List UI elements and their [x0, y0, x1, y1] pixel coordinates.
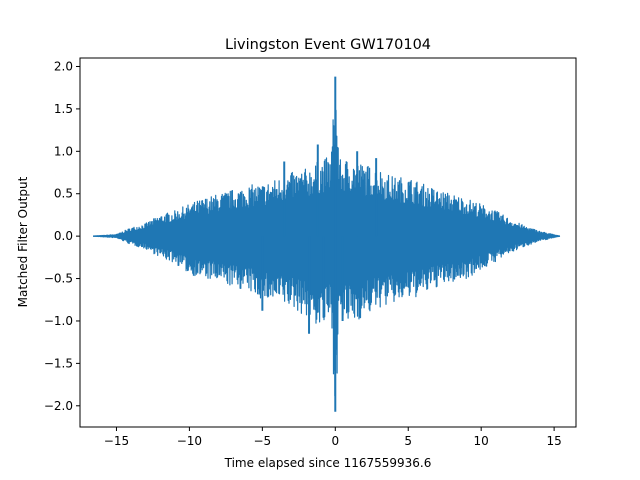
x-tick-label: 10 — [474, 434, 489, 448]
x-tick-label: −15 — [104, 434, 129, 448]
x-tick-label: −10 — [177, 434, 202, 448]
y-axis: 2.0 1.5 1.0 0.5 0.0 −0.5 −1.0 −1.5 −2.0 — [44, 59, 80, 413]
x-tick-label: 15 — [546, 434, 561, 448]
y-axis-label: Matched Filter Output — [16, 176, 30, 307]
y-tick-label: −0.5 — [44, 272, 73, 286]
x-tick-label: −5 — [254, 434, 272, 448]
y-tick-label: 0.0 — [54, 229, 73, 243]
x-axis-label: Time elapsed since 1167559936.6 — [224, 456, 432, 470]
x-tick-label: 5 — [404, 434, 412, 448]
y-tick-label: 1.0 — [54, 144, 73, 158]
y-tick-label: 0.5 — [54, 187, 73, 201]
y-tick-label: −1.0 — [44, 314, 73, 328]
x-axis: −15 −10 −5 0 5 10 15 — [104, 427, 562, 448]
chart-title: Livingston Event GW170104 — [225, 37, 431, 53]
signal-line — [92, 109, 561, 397]
y-tick-label: 1.5 — [54, 102, 73, 116]
plot-area — [92, 76, 561, 412]
y-tick-label: 2.0 — [54, 59, 73, 73]
y-tick-label: −1.5 — [44, 356, 73, 370]
plot-frame — [79, 57, 577, 428]
y-tick-label: −2.0 — [44, 399, 73, 413]
x-tick-label: 0 — [331, 434, 339, 448]
